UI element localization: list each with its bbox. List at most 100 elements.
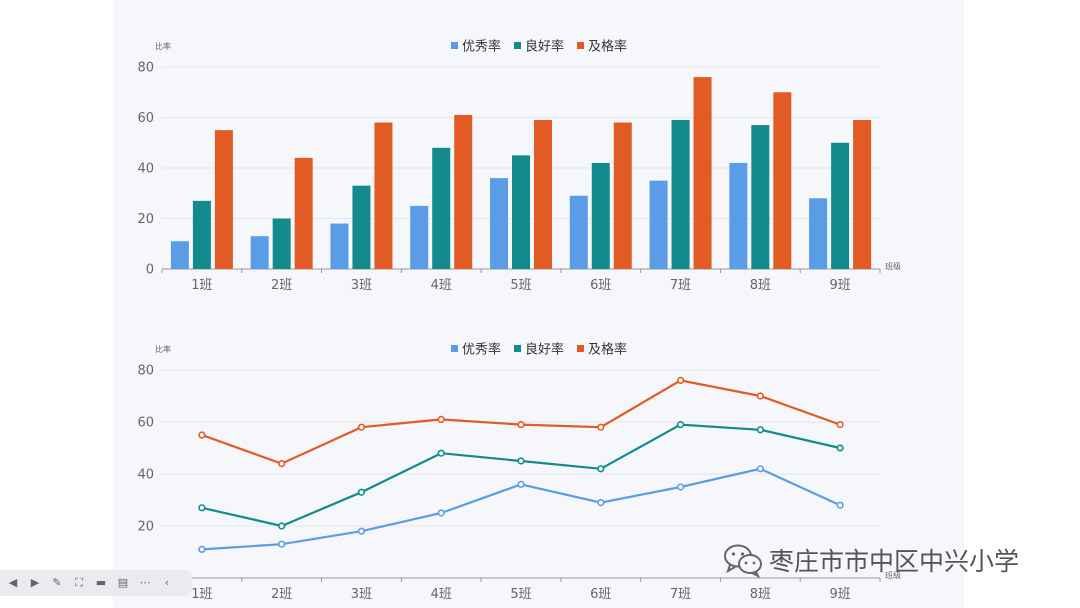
bar [330,223,349,269]
x-tick-label: 4班 [431,278,452,293]
legend-swatch [514,42,521,49]
data-point [357,527,366,535]
legend-swatch [451,42,458,49]
bar [591,162,610,269]
watermark: 枣庄市市中区中兴小学 [723,540,1019,580]
pen-icon[interactable]: ✎ [52,576,62,589]
data-point [756,465,764,473]
x-tick-label: 3班 [351,587,372,602]
bar [569,195,588,269]
legend-label: 优秀率 [462,342,501,358]
data-point [836,444,844,452]
bar [613,122,632,269]
bar [250,236,269,269]
data-point [756,426,764,434]
x-tick-label: 7班 [670,587,691,602]
next-icon[interactable]: ▶ [30,576,40,589]
bar [272,218,291,269]
data-point [676,376,685,385]
data-point [437,415,445,424]
x-tick-label: 6班 [590,587,611,602]
legend-swatch [514,345,521,352]
bar [534,120,552,270]
data-point [437,509,445,517]
data-point [357,423,366,431]
data-point [676,421,685,429]
screen-icon[interactable]: ▬ [95,576,107,589]
legend-label: 良好率 [525,39,564,55]
y-tick-label: 60 [137,111,154,126]
bar [831,142,850,269]
bar [512,155,530,269]
data-point [278,522,286,530]
bar [214,130,233,269]
bar [170,241,189,269]
bar [693,77,712,269]
data-point [597,423,605,431]
data-point [676,483,685,491]
data-point [198,545,206,554]
data-point [278,460,286,468]
legend-label: 良好率 [525,342,564,358]
comment-icon[interactable]: ▤ [117,576,129,589]
x-tick-label: 2班 [271,587,292,602]
data-point [198,504,206,512]
x-tick-label: 3班 [351,278,372,293]
legend-label: 优秀率 [462,39,501,55]
bar [729,162,748,269]
x-axis-label: 班级 [885,261,901,271]
x-tick-label: 9班 [829,278,850,293]
y-tick-label: 40 [137,468,154,483]
x-tick-label: 6班 [590,278,611,293]
y-tick-label: 0 [146,263,154,278]
legend-swatch [577,42,584,49]
fullscreen-icon[interactable]: ⛶ [75,576,83,589]
collapse-icon[interactable]: ‹ [164,576,170,589]
bar [853,120,872,270]
legend-label: 及格率 [588,39,627,55]
bar [671,120,690,270]
legend-label: 及格率 [588,342,627,358]
x-tick-label: 9班 [829,587,850,602]
y-axis-label: 比率 [155,344,171,354]
data-point [836,501,844,509]
data-point [517,421,525,429]
y-tick-label: 20 [137,212,154,227]
bar [751,125,770,269]
x-tick-label: 2班 [271,278,292,293]
more-icon[interactable]: ⋯ [139,576,151,589]
bar [352,185,371,269]
data-point [756,392,764,400]
bar [809,198,828,269]
bar [454,114,473,269]
data-point [597,465,605,473]
bar [374,122,393,269]
y-tick-label: 20 [137,520,154,535]
prev-icon[interactable]: ◀ [8,576,18,589]
bar [294,157,313,269]
data-point [597,499,605,507]
bar [192,200,211,269]
legend-swatch [577,345,584,352]
data-point [836,421,844,429]
y-tick-label: 80 [137,61,154,76]
bar [410,205,429,269]
bar [490,178,508,269]
legend-swatch [451,345,458,352]
y-tick-label: 40 [137,162,154,177]
x-tick-label: 4班 [431,587,452,602]
x-tick-label: 1班 [191,278,212,293]
x-axis-label: 班级 [885,570,901,580]
bar [773,92,792,269]
watermark-text: 枣庄市市中区中兴小学 [769,547,1020,576]
data-point [517,480,525,489]
bar [649,180,668,269]
bar [432,147,451,269]
slide-toolbar: ◀ ▶ ✎ ⛶ ▬ ▤ ⋯ ‹ [0,570,192,596]
x-tick-label: 7班 [670,278,691,293]
y-tick-label: 80 [137,364,154,379]
x-tick-label: 5班 [510,278,531,293]
y-tick-label: 60 [137,416,154,431]
x-tick-label: 5班 [510,587,531,602]
